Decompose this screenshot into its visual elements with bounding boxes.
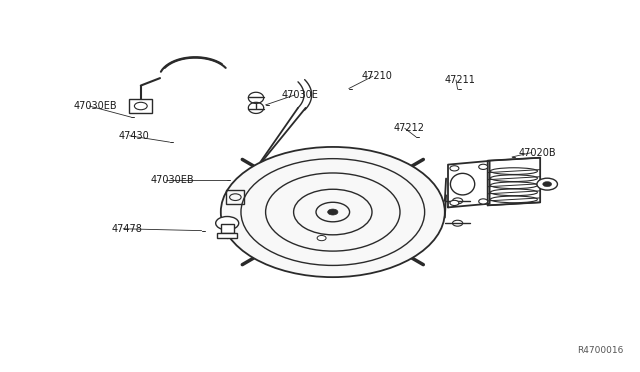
Text: 47030E: 47030E — [282, 90, 319, 100]
Circle shape — [479, 199, 488, 204]
Circle shape — [216, 217, 239, 230]
Text: 47430: 47430 — [118, 131, 149, 141]
Text: 47030EB: 47030EB — [150, 176, 194, 185]
Ellipse shape — [451, 173, 475, 195]
Circle shape — [221, 147, 445, 277]
Text: 47212: 47212 — [394, 124, 424, 133]
Bar — [129, 99, 152, 113]
Circle shape — [537, 178, 557, 190]
Circle shape — [450, 200, 459, 205]
Circle shape — [328, 209, 338, 215]
Bar — [217, 233, 237, 238]
Text: 47030EB: 47030EB — [74, 101, 117, 111]
Circle shape — [479, 164, 488, 170]
Text: R4700016: R4700016 — [578, 346, 624, 355]
Circle shape — [450, 166, 459, 171]
Text: 47478: 47478 — [112, 224, 143, 234]
Circle shape — [317, 235, 326, 241]
Bar — [221, 224, 234, 233]
Circle shape — [543, 182, 552, 187]
Text: 47020B: 47020B — [518, 148, 556, 157]
Text: 47211: 47211 — [445, 75, 476, 85]
Bar — [227, 190, 244, 204]
Text: 47210: 47210 — [362, 71, 392, 81]
